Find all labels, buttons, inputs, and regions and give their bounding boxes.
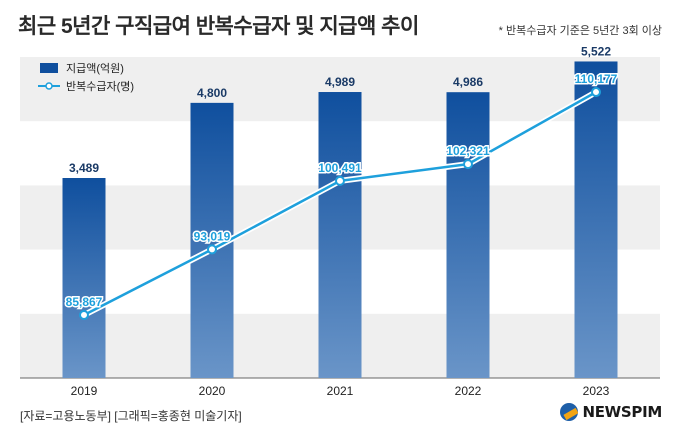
line-value-label: 93,019	[194, 229, 231, 243]
x-tick-label: 2021	[327, 384, 354, 398]
line-point	[463, 159, 473, 170]
bar-2023	[574, 61, 618, 379]
line-value-label: 85,867	[66, 295, 103, 309]
bar-value-label: 5,522	[581, 44, 611, 58]
chart-note: * 반복수급자 기준은 5년간 3회 이상	[498, 25, 662, 37]
line-point	[591, 87, 601, 98]
legend-bar-label: 지급액(억원)	[66, 62, 124, 75]
newspim-logo-text: NEWSPIM	[582, 403, 662, 421]
newspim-logo: NEWSPIM	[560, 403, 662, 421]
line-value-label: 102,321	[446, 144, 490, 158]
x-tick-label: 2020	[199, 384, 226, 398]
chart-title: 최근 5년간 구직급여 반복수급자 및 지급액 추이	[18, 15, 419, 38]
bar-2022	[446, 92, 490, 378]
line-value-label: 110,177	[575, 72, 618, 86]
line-point	[207, 244, 217, 255]
newspim-logo-icon	[560, 403, 579, 421]
line-value-label: 100,491	[318, 161, 362, 175]
legend-bar-swatch	[40, 63, 58, 73]
legend-line-marker	[45, 82, 53, 90]
line-point	[79, 310, 89, 321]
bar-value-label: 4,989	[325, 75, 355, 89]
bar-value-label: 3,489	[69, 161, 99, 175]
source-credit: [자료=고용노동부] [그래픽=홍종현 미술기자]	[20, 409, 242, 423]
x-tick-label: 2022	[455, 384, 482, 398]
line-point	[335, 175, 345, 186]
bar-value-label: 4,800	[197, 86, 227, 100]
legend-line-label: 반복수급자(명)	[66, 80, 134, 93]
bar-2021	[318, 92, 362, 379]
x-tick-label: 2019	[71, 384, 98, 398]
x-tick-label: 2023	[583, 384, 610, 398]
bar-value-label: 4,986	[453, 75, 483, 89]
bar-2019	[62, 178, 106, 378]
